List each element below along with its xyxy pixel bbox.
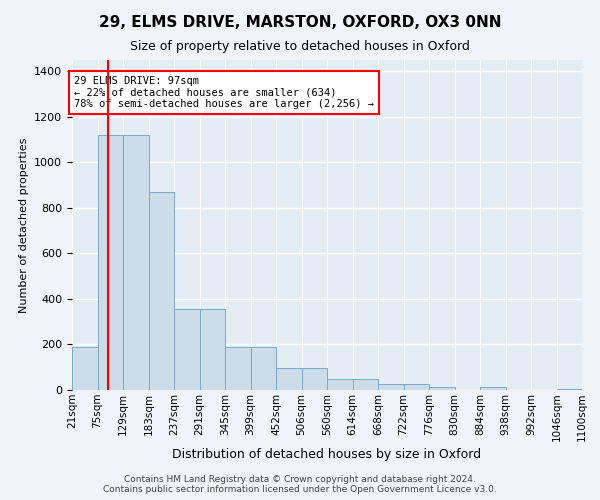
Bar (174, 309, 199, 390)
Bar (480, 386, 505, 390)
Bar (302, 368, 327, 390)
Text: Contains HM Land Registry data © Crown copyright and database right 2024.
Contai: Contains HM Land Registry data © Crown c… (103, 474, 497, 494)
Y-axis label: Number of detached properties: Number of detached properties (19, 138, 29, 312)
X-axis label: Distribution of detached houses by size in Oxford: Distribution of detached houses by size … (172, 448, 482, 462)
Bar (327, 378, 353, 390)
Bar (429, 386, 455, 390)
Text: Size of property relative to detached houses in Oxford: Size of property relative to detached ho… (130, 40, 470, 53)
Bar (378, 384, 404, 390)
Bar (97, 135, 123, 390)
Bar (225, 347, 251, 390)
Bar (72, 347, 97, 390)
Bar (251, 347, 276, 390)
Bar (149, 192, 174, 390)
Text: 29 ELMS DRIVE: 97sqm
← 22% of detached houses are smaller (634)
78% of semi-deta: 29 ELMS DRIVE: 97sqm ← 22% of detached h… (74, 76, 374, 109)
Bar (353, 378, 378, 390)
Bar (276, 368, 302, 390)
Bar (404, 384, 429, 390)
Bar (557, 389, 582, 390)
Text: 29, ELMS DRIVE, MARSTON, OXFORD, OX3 0NN: 29, ELMS DRIVE, MARSTON, OXFORD, OX3 0NN (99, 15, 501, 30)
Bar (199, 309, 225, 390)
Bar (123, 135, 149, 390)
